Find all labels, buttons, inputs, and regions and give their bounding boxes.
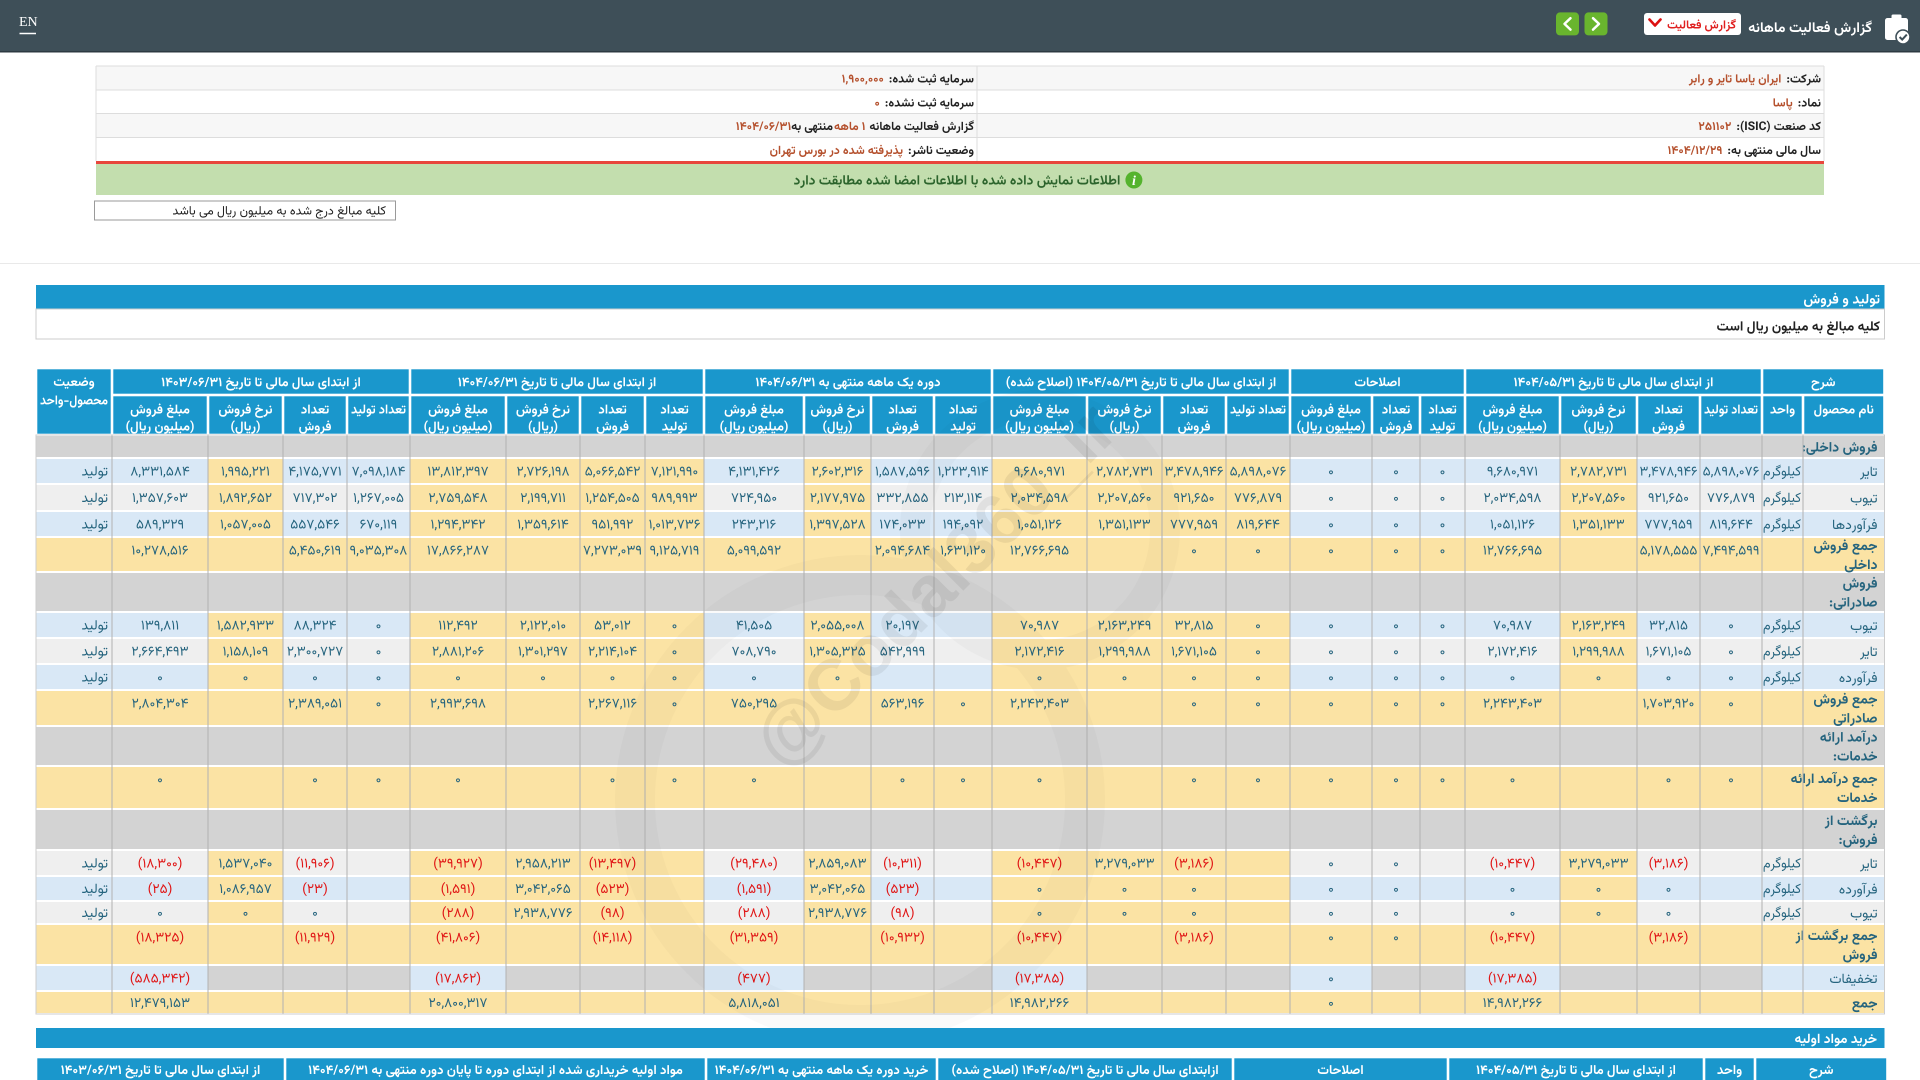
svg-text:EN: EN [19, 15, 38, 30]
svg-text:i: i [1132, 174, 1136, 189]
